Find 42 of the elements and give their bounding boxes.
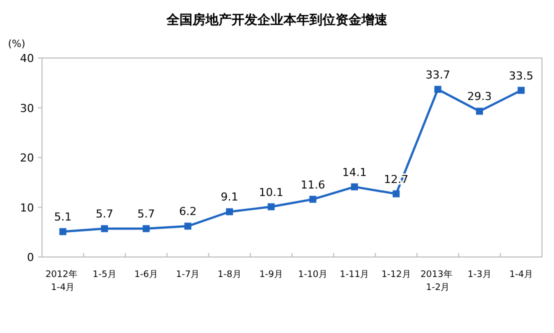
y-axis-title: (%) xyxy=(8,39,26,50)
point xyxy=(59,228,66,236)
data-label: 33.7 xyxy=(426,68,450,82)
data-label: 6.2 xyxy=(179,205,197,218)
x-tick-label: 1-7月 xyxy=(176,270,200,280)
y-tick-label: 0 xyxy=(27,251,34,264)
point xyxy=(226,208,233,216)
point xyxy=(476,108,483,115)
x-tick-label: 1-11月 xyxy=(340,270,370,280)
point xyxy=(101,225,108,232)
x-tick-label: 1-3月 xyxy=(468,270,492,280)
x-tick-label: 1-6月 xyxy=(134,270,158,280)
data-label: 10.1 xyxy=(258,186,284,199)
x-tick-label: 1-9月 xyxy=(259,270,284,280)
data-label: 5.7 xyxy=(96,208,114,221)
y-tick-label: 10 xyxy=(20,201,34,214)
x-tick-label: 1-4月 xyxy=(509,270,534,280)
point xyxy=(351,183,358,190)
x-tick-label: 1-12月 xyxy=(381,270,411,280)
data-label: 9.1 xyxy=(220,190,238,204)
x-tick-label: 1-8月 xyxy=(218,270,242,280)
y-tick-label: 20 xyxy=(20,152,34,164)
data-label: 5.7 xyxy=(137,208,155,221)
chart-title: 全国房地产开发企业本年到位资金增速 xyxy=(166,12,388,28)
data-label: 29.3 xyxy=(467,90,492,104)
y-tick-label: 30 xyxy=(20,102,34,115)
x-tick-label: 1-5月 xyxy=(92,270,116,280)
data-label: 5.1 xyxy=(54,210,72,224)
y-tick-label: 40 xyxy=(20,52,34,65)
point xyxy=(392,190,400,198)
point xyxy=(309,196,316,203)
x-tick-label: 1-10月 xyxy=(298,270,328,280)
x-tick-label: 2012年 1-4月 xyxy=(45,269,80,293)
point xyxy=(142,225,150,232)
point xyxy=(518,86,525,94)
point xyxy=(434,86,442,93)
data-label: 33.5 xyxy=(508,69,534,82)
point xyxy=(268,203,275,210)
x-tick-label: 2013年 1-2月 xyxy=(420,269,456,293)
data-label: 14.1 xyxy=(342,166,367,179)
data-label: 11.6 xyxy=(300,178,326,192)
point xyxy=(184,222,192,230)
